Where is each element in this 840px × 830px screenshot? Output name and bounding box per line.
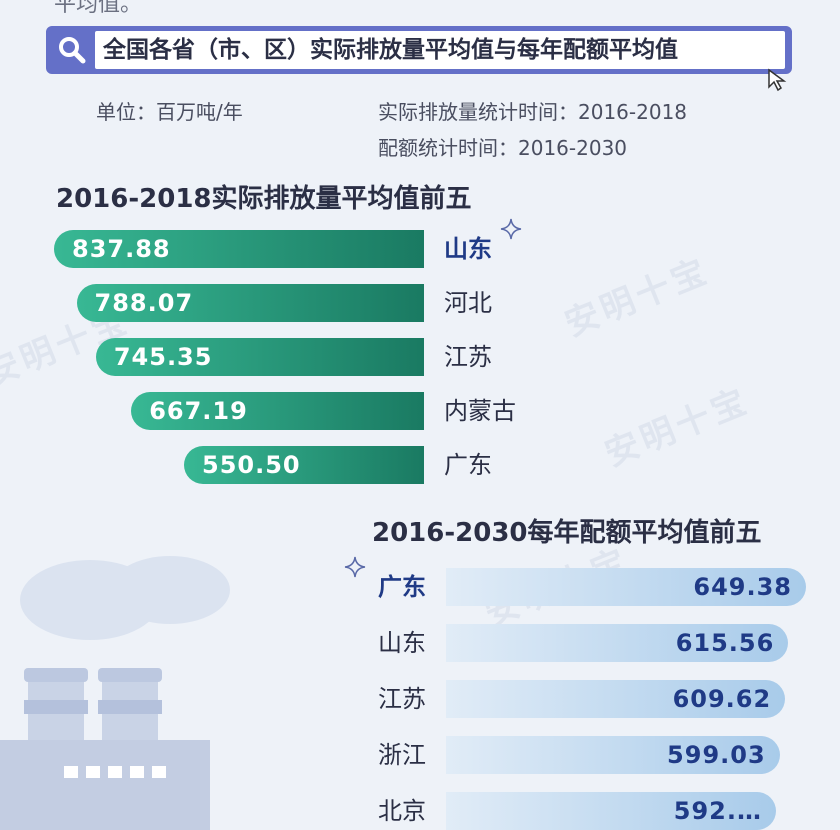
quota-category-label: 北京 bbox=[378, 797, 426, 825]
emission-value-label: 837.88 bbox=[72, 235, 171, 263]
top-cut-text: 平均值。 bbox=[54, 0, 143, 17]
sparkle-icon bbox=[344, 556, 366, 578]
quota-category-label: 浙江 bbox=[378, 741, 426, 769]
watermark-1: 安明十宝 bbox=[559, 250, 716, 345]
search-bar[interactable]: 全国各省（市、区）实际排放量平均值与每年配额平均值 bbox=[46, 26, 792, 74]
quota-category-label: 广东 bbox=[378, 573, 426, 601]
quota-bar: 649.38 bbox=[446, 568, 806, 606]
quota-period: 配额统计时间：2016-2030 bbox=[378, 136, 628, 160]
quota-value-label: 592.… bbox=[673, 797, 762, 825]
emission-category-label: 江苏 bbox=[444, 343, 492, 371]
emission-category-label: 内蒙古 bbox=[444, 397, 516, 425]
emission-bar: 837.88 bbox=[54, 230, 424, 268]
sparkle-icon bbox=[500, 218, 522, 240]
quota-bar: 609.62 bbox=[446, 680, 786, 718]
emission-category-label: 广东 bbox=[444, 451, 492, 479]
emission-chart-title: 2016-2018实际排放量平均值前五 bbox=[56, 184, 472, 214]
emission-category-label: 河北 bbox=[444, 289, 492, 317]
quota-bar: 615.56 bbox=[446, 624, 789, 662]
cursor-icon bbox=[768, 68, 787, 92]
emission-value-label: 667.19 bbox=[149, 397, 248, 425]
quota-bar: 592.… bbox=[446, 792, 776, 830]
emission-bar: 788.07 bbox=[76, 284, 424, 322]
unit-label: 单位：百万吨/年 bbox=[96, 100, 243, 124]
quota-value-label: 599.03 bbox=[667, 741, 766, 769]
watermark-2: 安明十宝 bbox=[599, 380, 756, 475]
search-icon bbox=[59, 37, 86, 64]
emission-value-label: 745.35 bbox=[113, 343, 213, 371]
emission-value-label: 550.50 bbox=[202, 451, 301, 479]
quota-value-label: 615.56 bbox=[675, 629, 775, 657]
quota-value-label: 609.62 bbox=[672, 685, 772, 713]
quota-chart-title: 2016-2030每年配额平均值前五 bbox=[372, 518, 762, 548]
search-title: 全国各省（市、区）实际排放量平均值与每年配额平均值 bbox=[95, 31, 785, 69]
factory-illustration bbox=[0, 556, 230, 830]
emission-category-label: 山东 bbox=[444, 235, 492, 263]
emission-period: 实际排放量统计时间：2016-2018 bbox=[378, 100, 688, 124]
emission-value-label: 788.07 bbox=[94, 289, 194, 317]
emission-bar: 745.35 bbox=[95, 338, 424, 376]
emission-bar: 550.50 bbox=[184, 446, 424, 484]
quota-category-label: 山东 bbox=[378, 629, 426, 657]
quota-value-label: 649.38 bbox=[693, 573, 792, 601]
quota-category-label: 江苏 bbox=[378, 685, 426, 713]
quota-bar: 599.03 bbox=[446, 736, 780, 774]
emission-bar: 667.19 bbox=[131, 392, 424, 430]
